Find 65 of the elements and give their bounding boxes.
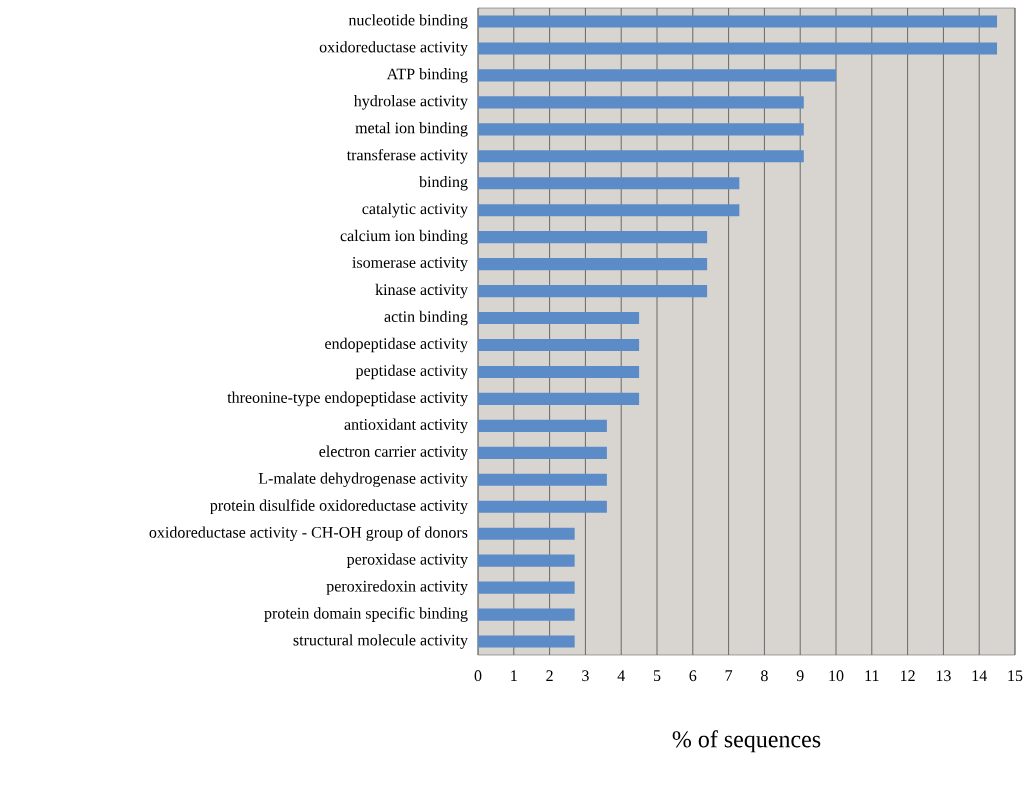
bar (478, 150, 804, 163)
y-tick-label: actin binding (384, 310, 468, 326)
bar (478, 42, 998, 55)
bar (478, 177, 740, 190)
bar (478, 69, 837, 82)
x-tick-label: 12 (901, 670, 915, 681)
bar (478, 96, 804, 109)
x-tick-label: 4 (617, 670, 625, 681)
y-tick-label: oxidoreductase activity - CH-OH group of donors (149, 526, 468, 542)
x-tick-label: 1 (511, 670, 517, 681)
bar (478, 608, 575, 621)
y-tick-label: calcium ion binding (340, 229, 468, 245)
bar (478, 473, 607, 486)
bar (478, 204, 740, 217)
y-tick-label: hydrolase activity (353, 95, 468, 110)
y-tick-label: antioxidant activity (344, 418, 468, 434)
y-tick-label: peptidase activity (355, 364, 468, 380)
bar (478, 392, 640, 405)
bar (478, 123, 804, 136)
y-tick-label: catalytic activity (362, 202, 468, 218)
bar (478, 338, 640, 352)
y-tick-label: metal ion binding (355, 122, 468, 137)
bar (478, 446, 607, 459)
y-tick-label: nucleotide binding (348, 14, 468, 29)
y-tick-label: binding (419, 175, 468, 191)
x-tick-label: 5 (653, 670, 661, 682)
bar (478, 635, 575, 648)
x-axis-title: % of sequences (672, 730, 821, 753)
bar (478, 15, 998, 28)
x-tick-label: 2 (546, 670, 553, 681)
bar (478, 554, 575, 567)
x-tick-label: 8 (761, 670, 768, 682)
bar (478, 527, 575, 540)
y-tick-label: protein domain specific binding (264, 607, 468, 622)
y-tick-label: structural molecule activity (293, 634, 468, 649)
bar (478, 419, 607, 432)
x-tick-label: 0 (474, 670, 482, 682)
x-tick-label: 9 (796, 670, 804, 682)
y-tick-label: endopeptidase activity (325, 337, 468, 353)
x-tick-label: 6 (689, 670, 697, 682)
y-tick-label: L-malate dehydrogenase activity (258, 472, 468, 488)
x-tick-label: 7 (725, 670, 733, 681)
bar (478, 365, 640, 379)
x-tick-label: 15 (1008, 670, 1023, 682)
y-tick-label: oxidoreductase activity (319, 41, 468, 56)
y-tick-label: transferase activity (346, 148, 468, 164)
bar (478, 258, 708, 271)
x-tick-label: 3 (582, 670, 589, 682)
x-tick-label: 14 (972, 670, 987, 681)
bar (478, 581, 575, 594)
y-tick-label: isomerase activity (352, 257, 468, 272)
y-tick-label: peroxiredoxin activity (326, 580, 468, 595)
y-tick-label: protein disulfide oxidoreductase activity (210, 499, 468, 515)
bar (478, 231, 708, 244)
bar (478, 285, 708, 298)
y-tick-label: electron carrier activity (319, 445, 468, 461)
x-tick-label: 13 (936, 670, 951, 682)
bar (478, 311, 640, 325)
bar (478, 500, 607, 513)
y-tick-label: peroxidase activity (346, 553, 468, 568)
x-tick-label: 10 (829, 670, 844, 682)
y-tick-label: ATP binding (386, 68, 468, 83)
y-tick-label: threonine-type endopeptidase activity (227, 391, 468, 407)
x-tick-label: 11 (865, 670, 879, 681)
y-tick-label: kinase activity (375, 283, 468, 299)
